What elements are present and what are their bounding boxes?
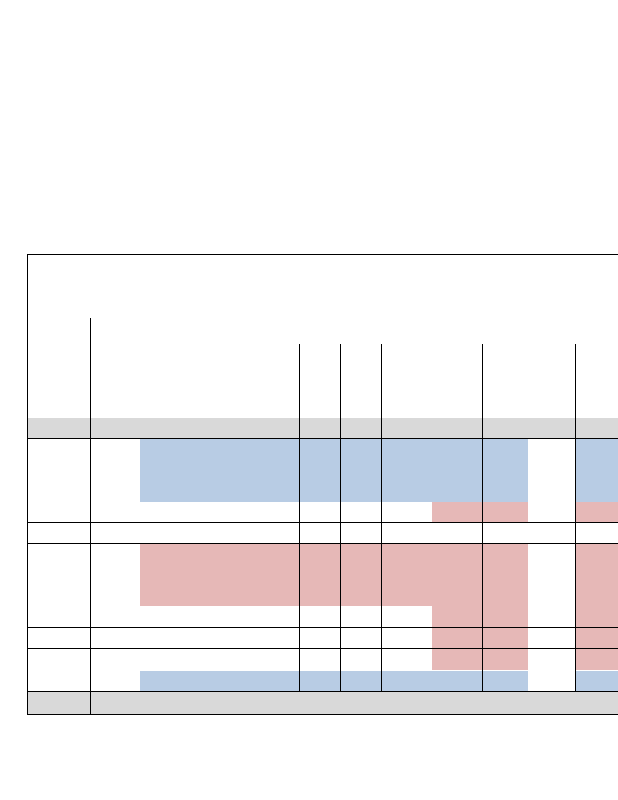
column-rule bbox=[381, 344, 382, 692]
highlight-block bbox=[140, 544, 528, 606]
section-band-footer bbox=[28, 692, 618, 714]
column-rule bbox=[299, 344, 300, 692]
row-rule bbox=[27, 627, 618, 628]
highlight-block bbox=[432, 606, 528, 670]
highlight-block bbox=[576, 502, 618, 522]
highlight-block bbox=[432, 502, 528, 522]
table-border-bottom bbox=[27, 714, 618, 715]
highlight-block bbox=[576, 439, 618, 502]
row-rule bbox=[27, 522, 618, 523]
column-rule bbox=[90, 318, 91, 714]
highlight-block bbox=[576, 671, 618, 692]
highlight-block bbox=[140, 439, 528, 502]
column-rule bbox=[340, 344, 341, 692]
column-rule bbox=[482, 344, 483, 692]
table-border-top bbox=[27, 254, 618, 255]
row-rule bbox=[27, 438, 618, 439]
section-band-header bbox=[28, 418, 618, 439]
data-table bbox=[27, 254, 618, 715]
row-rule bbox=[27, 648, 618, 649]
row-rule bbox=[27, 543, 618, 544]
highlight-block bbox=[576, 544, 618, 670]
column-rule bbox=[575, 344, 576, 692]
row-rule bbox=[27, 691, 618, 692]
table-border-left bbox=[27, 254, 28, 715]
highlight-block bbox=[140, 671, 528, 692]
